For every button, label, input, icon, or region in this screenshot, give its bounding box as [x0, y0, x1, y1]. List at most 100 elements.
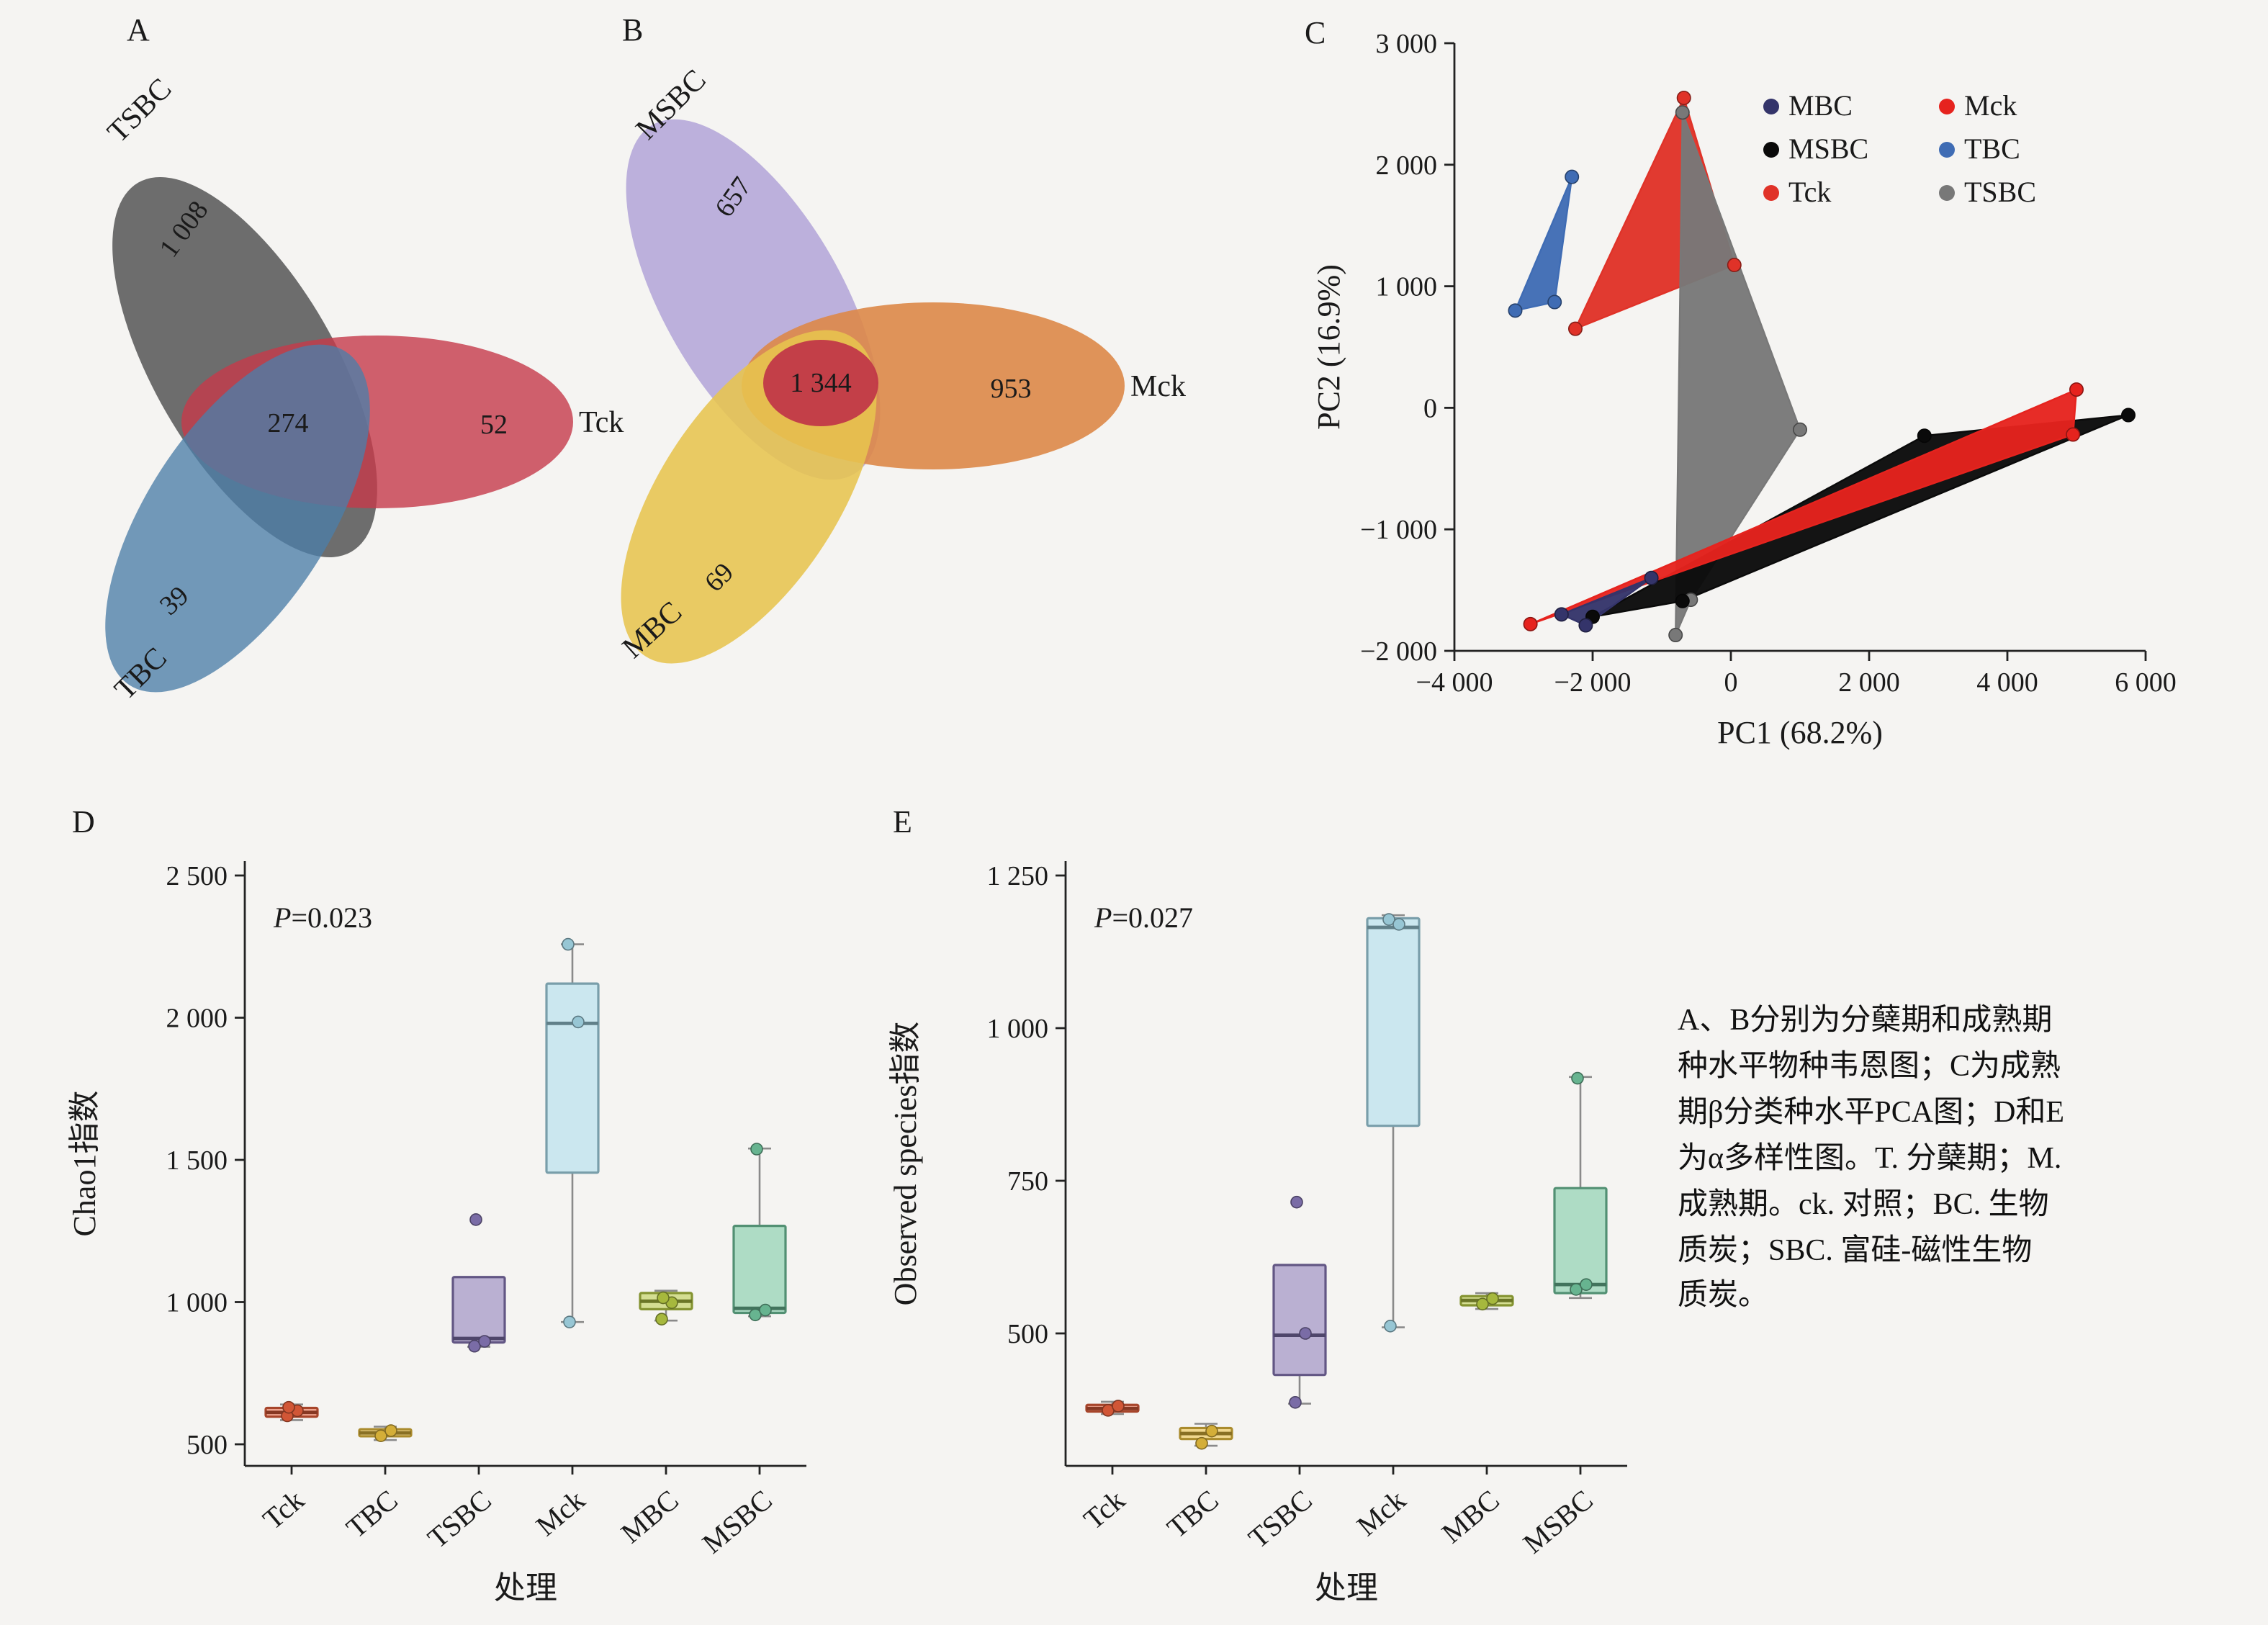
panel-d-label: D: [72, 804, 95, 839]
observed-point-TBC: [1195, 1436, 1208, 1450]
venn-a-intersection-value: 274: [268, 408, 309, 438]
chao1-point-TBC: [384, 1424, 397, 1437]
chao1-y-title: Chao1指数: [67, 1091, 102, 1237]
chao1-category-label-MBC: MBC: [615, 1483, 685, 1549]
observed-category-label-MBC: MBC: [1436, 1483, 1506, 1549]
chao1-point-MSBC: [750, 1143, 763, 1156]
pca-point-Mck: [2066, 427, 2081, 442]
chao1-point-MSBC: [749, 1308, 762, 1322]
observed-point-Tck: [1112, 1400, 1125, 1413]
panel-c-label: C: [1305, 15, 1326, 50]
observed-y-tick-label: 500: [1007, 1319, 1048, 1349]
legend-marker-TBC: [1939, 142, 1955, 158]
venn-b-chart: B MSBC 657 Mck 953 MBC 69 1 344: [616, 12, 1186, 665]
observed-y-tick-label: 750: [1007, 1166, 1048, 1197]
pca-y-title: PC2 (16.9%): [1311, 264, 1346, 430]
venn-a-tck-value: 52: [480, 410, 508, 440]
chao1-point-TSBC: [478, 1335, 491, 1348]
chao1-point-TSBC: [468, 1339, 481, 1353]
chao1-box-TSBC: [451, 1276, 506, 1344]
observed-box-Mck: [1366, 917, 1421, 1127]
legend-label-TSBC: TSBC: [1964, 176, 2036, 208]
chao1-category-label-MSBC: MSBC: [696, 1483, 778, 1559]
pca-point-MBC: [1554, 607, 1569, 622]
pca-point-MBC: [1578, 618, 1593, 633]
pca-group-Mck: [1530, 388, 2078, 625]
pca-y-tick-label: 1 000: [1376, 272, 1438, 302]
chao1-point-TBC: [374, 1429, 387, 1442]
observed-category-label-TSBC: TSBC: [1242, 1483, 1318, 1554]
legend-marker-MSBC: [1763, 142, 1779, 158]
pca-group-TBC: [1513, 176, 1573, 312]
pca-point-MBC: [1644, 570, 1659, 585]
observed-point-TSBC: [1299, 1327, 1312, 1340]
venn-b-intersection-ellipse: [763, 340, 878, 426]
pca-x-tick-label: 0: [1724, 667, 1738, 698]
venn-a-chart: A TSBC 1 008 Tck 52 TBC 39 274: [102, 12, 624, 706]
pca-y-tick-label: −1 000: [1360, 515, 1437, 545]
pca-point-Tck: [1676, 90, 1691, 105]
pca-y-tick-label: 3 000: [1376, 29, 1438, 59]
observed-p-value: P=0.027: [1094, 901, 1193, 934]
venn-b-mck-label: Mck: [1130, 370, 1186, 403]
legend-label-MSBC: MSBC: [1788, 132, 1868, 165]
chao1-point-TSBC: [469, 1213, 482, 1226]
observed-point-MSBC: [1571, 1071, 1584, 1085]
observed-point-MBC: [1486, 1292, 1499, 1305]
chao1-y-tick-label: 2 000: [166, 1004, 228, 1034]
legend-label-Tck: Tck: [1788, 176, 1831, 208]
observed-category-label-MSBC: MSBC: [1517, 1483, 1599, 1559]
chao1-p-value: P=0.023: [273, 901, 372, 934]
observed-y-title: Observed species指数: [888, 1022, 923, 1306]
observed-category-label-TBC: TBC: [1161, 1483, 1225, 1544]
observed-category-label-Mck: Mck: [1351, 1483, 1412, 1542]
chao1-boxplot: D 500 1 000 1 500 2 000 2 500 P=0.023 Tck TBC TSB…: [67, 804, 806, 1606]
chao1-y-tick-label: 1 500: [166, 1145, 228, 1176]
chao1-category-label-Mck: Mck: [530, 1483, 591, 1542]
pca-point-TSBC: [1675, 105, 1690, 120]
venn-a-tsbc-label: TSBC: [102, 72, 179, 149]
panel-e-label: E: [893, 804, 912, 839]
pca-point-Tck: [1727, 258, 1742, 273]
chao1-box-MSBC: [732, 1225, 787, 1315]
panel-b-label: B: [622, 12, 643, 48]
pca-point-MSBC: [2121, 408, 2136, 423]
chao1-y-tick-label: 2 500: [166, 861, 228, 891]
chao1-box-Mck: [545, 982, 600, 1174]
figure-caption: A、B分别为分蘖期和成熟期 种水平物种韦恩图；C为成熟 期β分类种水平PCA图；…: [1678, 1002, 2065, 1313]
pca-point-Tck: [1567, 321, 1583, 336]
venn-b-intersection-value: 1 344: [790, 368, 852, 398]
chao1-x-title: 处理: [494, 1570, 557, 1606]
pca-point-TBC: [1565, 169, 1580, 184]
chao1-point-MBC: [655, 1313, 668, 1326]
pca-point-MSBC: [1675, 593, 1690, 608]
chao1-category-label-TSBC: TSBC: [421, 1483, 498, 1554]
chao1-point-MSBC: [759, 1303, 772, 1317]
pca-x-tick-label: −4 000: [1416, 667, 1493, 698]
chao1-point-Mck: [562, 937, 575, 951]
venn-b-mck-value: 953: [991, 374, 1032, 404]
legend-marker-MBC: [1763, 99, 1779, 114]
observed-box-MSBC: [1553, 1187, 1608, 1295]
chao1-point-Tck: [282, 1400, 295, 1414]
legend-label-MBC: MBC: [1788, 89, 1853, 122]
pca-point-TSBC: [1792, 422, 1807, 437]
legend-label-Mck: Mck: [1964, 89, 2017, 122]
observed-point-MSBC: [1580, 1278, 1593, 1291]
pca-group-MSBC: [1592, 414, 2129, 618]
observed-point-TBC: [1205, 1424, 1218, 1438]
observed-point-Mck: [1382, 913, 1395, 926]
legend-marker-TSBC: [1939, 185, 1955, 201]
legend-marker-Mck: [1939, 99, 1955, 114]
chao1-y-tick-label: 1 000: [166, 1288, 228, 1318]
chao1-category-label-Tck: Tck: [256, 1483, 310, 1536]
chao1-point-Mck: [563, 1315, 576, 1328]
pca-y-tick-label: 2 000: [1376, 150, 1438, 181]
observed-y-tick-label: 1 000: [987, 1014, 1049, 1044]
pca-y-tick-label: 0: [1423, 393, 1437, 423]
observed-point-MSBC: [1570, 1283, 1583, 1296]
observed-category-label-Tck: Tck: [1077, 1483, 1130, 1536]
chao1-category-label-TBC: TBC: [340, 1483, 404, 1544]
